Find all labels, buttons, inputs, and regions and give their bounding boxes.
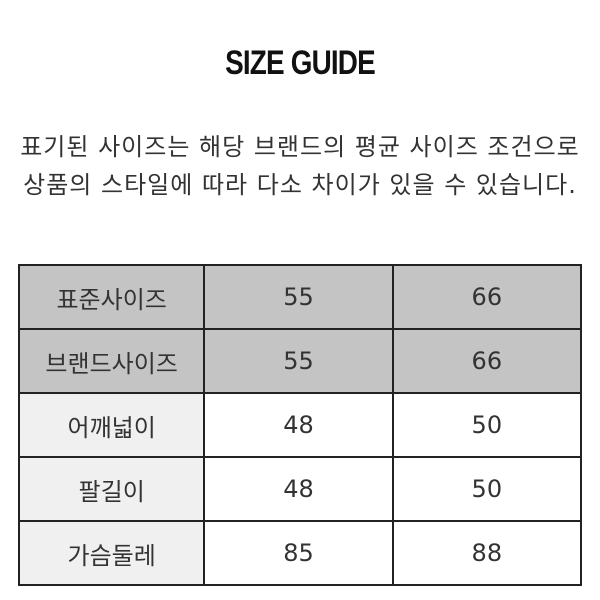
size-value: 55 (203, 264, 394, 330)
size-value: 50 (391, 456, 583, 522)
row-label: 어깨넓이 (17, 392, 206, 458)
size-table: 표준사이즈 55 66 브랜드사이즈 55 66 어깨넓이 48 50 팔길이 … (17, 264, 583, 586)
size-value: 50 (391, 392, 583, 458)
table-row: 팔길이 48 50 (17, 456, 583, 522)
size-value: 55 (203, 328, 394, 394)
note-line-2: 상품의 스타일에 따라 다소 차이가 있을 수 있습니다. (23, 171, 577, 199)
size-value: 88 (391, 520, 583, 586)
size-note: 표기된 사이즈는 해당 브랜드의 평균 사이즈 조건으로 상품의 스타일에 따라… (0, 128, 600, 204)
size-value: 66 (391, 264, 583, 330)
row-label: 가슴둘레 (17, 520, 206, 586)
size-value: 66 (391, 328, 583, 394)
page-title: SIZE GUIDE (225, 44, 376, 82)
size-value: 85 (203, 520, 394, 586)
row-label: 표준사이즈 (17, 264, 206, 330)
table-row: 표준사이즈 55 66 (17, 264, 583, 330)
size-value: 48 (203, 456, 394, 522)
size-value: 48 (203, 392, 394, 458)
table-row: 어깨넓이 48 50 (17, 392, 583, 458)
row-label: 팔길이 (17, 456, 206, 522)
table-row: 브랜드사이즈 55 66 (17, 328, 583, 394)
table-row: 가슴둘레 85 88 (17, 520, 583, 586)
row-label: 브랜드사이즈 (17, 328, 206, 394)
note-line-1: 표기된 사이즈는 해당 브랜드의 평균 사이즈 조건으로 (20, 133, 580, 161)
